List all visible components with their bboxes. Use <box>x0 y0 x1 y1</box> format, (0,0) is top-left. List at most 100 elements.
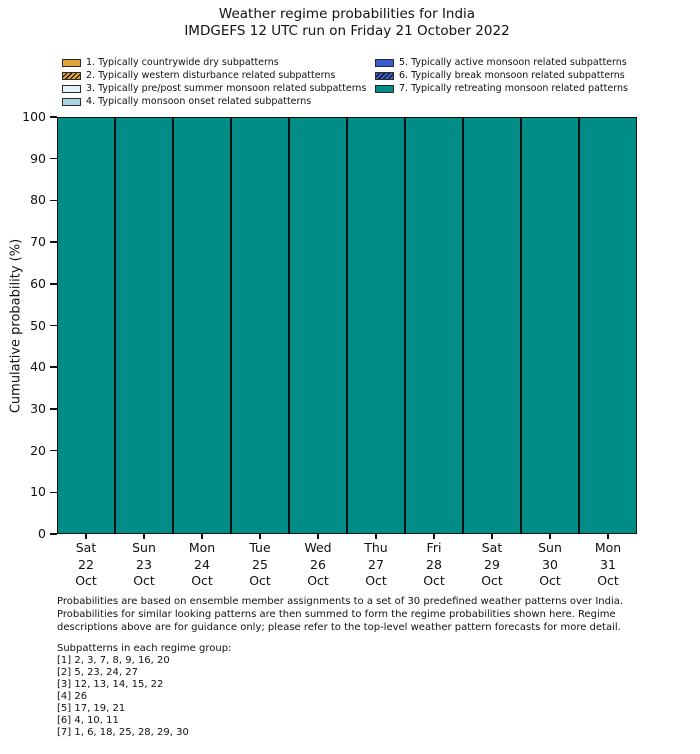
x-tick-label: Mon 24 Oct <box>173 540 231 590</box>
legend-item-label: 1. Typically countrywide dry subpatterns <box>86 57 279 68</box>
footer-note: Probabilities are based on ensemble memb… <box>57 596 623 634</box>
y-tick-label: 0 <box>38 526 46 541</box>
y-tick-mark <box>50 324 57 327</box>
x-tick-mark <box>607 534 609 539</box>
bar-column <box>405 117 463 534</box>
subpattern-line: [1] 2, 3, 7, 8, 9, 16, 20 <box>57 655 170 666</box>
legend-item-label: 3. Typically pre/post summer monsoon rel… <box>86 83 367 94</box>
x-tick-mark <box>143 534 145 539</box>
y-tick-mark <box>50 533 57 535</box>
legend-swatch-icon <box>375 58 394 67</box>
legend-column-left: 1. Typically countrywide dry subpatterns… <box>62 56 366 108</box>
bar-column <box>521 117 579 534</box>
legend-item: 2. Typically western disturbance related… <box>62 69 366 82</box>
bar-segment <box>232 118 288 533</box>
x-tick-label-line: Sun <box>538 540 562 555</box>
x-tick-mark <box>85 534 87 539</box>
legend-item: 4. Typically monsoon onset related subpa… <box>62 95 366 108</box>
x-tick-label: Mon 31 Oct <box>579 540 637 590</box>
x-tick-label-line: Oct <box>249 573 271 588</box>
subpattern-line: [6] 4, 10, 11 <box>57 715 119 726</box>
x-tick-label-line: 25 <box>252 556 268 572</box>
x-tick-label-line: 24 <box>194 556 210 572</box>
y-tick-mark <box>50 116 57 118</box>
legend: 1. Typically countrywide dry subpatterns… <box>57 56 662 112</box>
subpattern-line: [7] 1, 6, 18, 25, 28, 29, 30 <box>57 727 189 738</box>
bar-column <box>347 117 405 534</box>
x-tick-label-line: Mon <box>188 540 216 555</box>
legend-item-label: 5. Typically active monsoon related subp… <box>399 57 627 68</box>
x-tick-label-line: Oct <box>539 573 561 588</box>
x-tick-label-line: 27 <box>368 556 384 572</box>
subpatterns-list: [1] 2, 3, 7, 8, 9, 16, 20 [2] 5, 23, 24, … <box>57 655 231 739</box>
footer-line: Probabilities are based on ensemble memb… <box>57 596 624 607</box>
y-tick-mark <box>50 449 57 452</box>
y-tick-label: 50 <box>30 317 46 333</box>
legend-swatch-icon <box>375 71 394 80</box>
legend-item: 6. Typically break monsoon related subpa… <box>375 69 628 82</box>
y-tick-mark <box>50 366 57 368</box>
y-tick-label: 10 <box>30 484 46 500</box>
bar-segment <box>116 118 172 533</box>
y-tick-mark <box>50 283 57 285</box>
bar-segment <box>522 118 578 533</box>
bar-segment <box>348 118 404 533</box>
footer-line: Probabilities for similar looking patter… <box>57 608 616 620</box>
bar-segment <box>290 118 346 533</box>
x-tick-label-line: 30 <box>542 556 558 572</box>
subpatterns-block: Subpatterns in each regime group: [1] 2,… <box>57 643 231 739</box>
legend-item-label: 7. Typically retreating monsoon related … <box>399 83 628 94</box>
subpattern-line: [4] 26 <box>57 691 88 702</box>
x-tick-label-line: Oct <box>75 573 97 588</box>
x-tick-label-line: 23 <box>136 556 152 572</box>
legend-item-label: 2. Typically western disturbance related… <box>86 70 336 81</box>
x-tick-mark <box>259 534 261 539</box>
x-tick-label-line: Oct <box>481 573 503 588</box>
legend-swatch-icon <box>62 58 81 67</box>
chart-title-line2: IMDGEFS 12 UTC run on Friday 21 October … <box>184 22 510 39</box>
x-tick-label: Wed 26 Oct <box>289 540 347 590</box>
x-tick-label-line: Oct <box>597 573 619 588</box>
x-tick-label-line: Thu <box>364 540 388 555</box>
x-tick-label: Sun 30 Oct <box>521 540 579 590</box>
x-tick-label: Tue 25 Oct <box>231 540 289 590</box>
bar-column <box>289 117 347 534</box>
bar-column <box>173 117 231 534</box>
legend-swatch-icon <box>375 84 394 93</box>
x-tick-mark <box>201 534 203 539</box>
x-tick-label-line: 31 <box>600 556 616 572</box>
plot-area <box>57 117 637 534</box>
chart-title: Weather regime probabilities for India I… <box>57 6 637 39</box>
x-tick-label: Sat 29 Oct <box>463 540 521 590</box>
x-tick-label-line: Mon <box>594 540 622 555</box>
x-tick-label-line: Sat <box>75 540 97 555</box>
x-tick-label-line: Sun <box>132 540 156 555</box>
x-tick-label-line: Oct <box>191 573 213 588</box>
chart-title-line1: Weather regime probabilities for India <box>218 6 476 22</box>
x-tick-label-line: Tue <box>249 540 271 555</box>
x-tick-label: Fri 28 Oct <box>405 540 463 590</box>
legend-swatch-icon <box>62 84 81 93</box>
legend-swatch-icon <box>62 97 81 106</box>
legend-item: 7. Typically retreating monsoon related … <box>375 82 628 95</box>
bar-segment <box>464 118 520 533</box>
x-tick-label: Thu 27 Oct <box>347 540 405 590</box>
bar-column <box>115 117 173 534</box>
legend-swatch-icon <box>62 71 81 80</box>
x-tick-label-line: Oct <box>423 573 445 588</box>
y-tick-label: 80 <box>30 192 46 208</box>
bar-column <box>579 117 637 534</box>
y-tick-label: 70 <box>30 234 46 250</box>
x-tick-label-line: 28 <box>426 556 442 572</box>
y-tick-mark <box>50 157 57 160</box>
y-tick-mark <box>50 408 57 410</box>
x-tick-mark <box>375 534 377 539</box>
x-tick-label-line: Oct <box>133 573 155 588</box>
subpattern-line: [2] 5, 23, 24, 27 <box>57 667 138 678</box>
y-tick-mark <box>50 241 57 243</box>
legend-item: 1. Typically countrywide dry subpatterns <box>62 56 366 69</box>
bar-segment <box>58 118 114 533</box>
x-tick-label: Sat 22 Oct <box>57 540 115 590</box>
subpatterns-title: Subpatterns in each regime group: <box>57 643 232 654</box>
